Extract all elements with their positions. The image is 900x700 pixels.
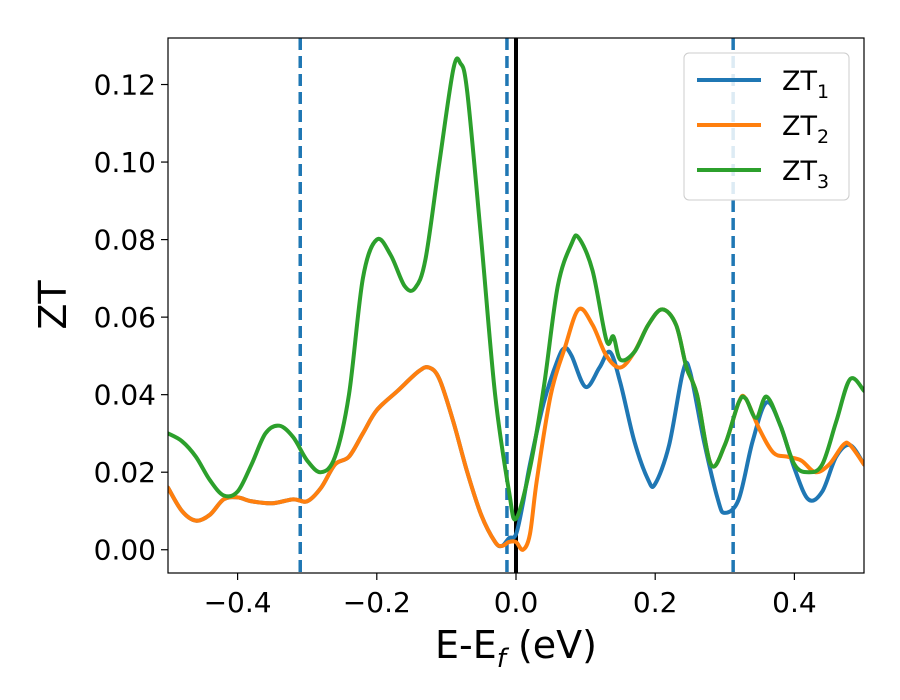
x-axis: −0.4 −0.2 0.0 0.2 0.4 <box>204 573 817 619</box>
legend: ZT1 ZT2 ZT3 <box>683 52 850 201</box>
reference-lines <box>298 38 735 573</box>
y-tick-label: 0.04 <box>94 379 156 412</box>
x-axis-label-unit: (eV) <box>506 623 597 667</box>
y-tick-label: 0.06 <box>94 301 156 334</box>
y-axis-label: ZT <box>31 280 75 330</box>
legend-label-zt2: ZT2 <box>782 111 829 148</box>
y-tick-label: 0.02 <box>94 456 156 489</box>
y-tick-label: 0.12 <box>94 69 156 102</box>
legend-box <box>683 52 850 201</box>
x-axis-label-main: E-E <box>435 623 497 667</box>
y-tick-label: 0.10 <box>94 146 156 179</box>
legend-label-zt3: ZT3 <box>782 156 829 193</box>
y-tick-label: 0.08 <box>94 224 156 257</box>
series-line-zt3 <box>168 56 864 522</box>
x-tick-label: 0.4 <box>772 586 817 619</box>
y-tick-label: 0.00 <box>94 534 156 567</box>
x-axis-label: E-Ef (eV) <box>435 623 597 674</box>
y-axis: 0.00 0.02 0.04 0.06 0.08 0.10 0.12 <box>94 69 168 567</box>
x-tick-label: −0.2 <box>343 586 411 619</box>
legend-label-zt1: ZT1 <box>782 66 829 103</box>
x-tick-label: −0.4 <box>204 586 272 619</box>
series-layer <box>168 56 864 552</box>
x-tick-label: 0.0 <box>494 586 539 619</box>
x-tick-label: 0.2 <box>633 586 678 619</box>
